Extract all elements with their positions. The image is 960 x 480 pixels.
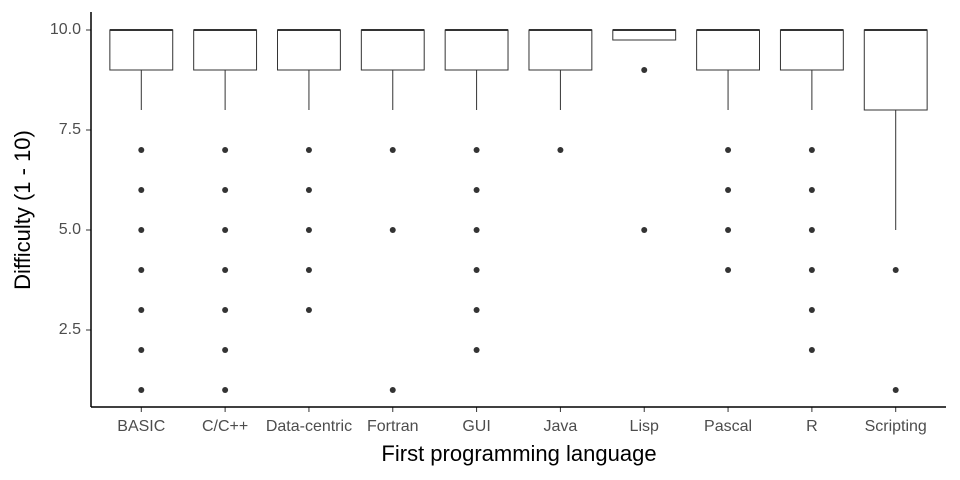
y-tick-label: 2.5 bbox=[59, 321, 81, 338]
x-tick-label: Data-centric bbox=[266, 418, 352, 435]
outlier bbox=[222, 307, 229, 313]
x-tick-label: Fortran bbox=[367, 418, 419, 435]
outlier bbox=[222, 227, 229, 233]
x-tick-label: R bbox=[806, 418, 818, 435]
outlier bbox=[222, 387, 229, 393]
x-tick-label: Java bbox=[544, 418, 578, 435]
outlier bbox=[808, 187, 815, 193]
x-tick-label: Lisp bbox=[630, 418, 659, 435]
outlier bbox=[138, 227, 145, 233]
outlier bbox=[808, 227, 815, 233]
outlier bbox=[808, 347, 815, 353]
box bbox=[528, 29, 593, 71]
box bbox=[109, 29, 174, 71]
x-tick-label: BASIC bbox=[117, 418, 165, 435]
box bbox=[444, 29, 509, 71]
box bbox=[612, 29, 677, 41]
outlier bbox=[641, 67, 648, 73]
outlier bbox=[725, 267, 732, 273]
outlier bbox=[138, 347, 145, 353]
outlier bbox=[557, 147, 564, 153]
outlier bbox=[138, 267, 145, 273]
outlier bbox=[389, 147, 396, 153]
outlier bbox=[808, 307, 815, 313]
outlier bbox=[305, 187, 312, 193]
outlier bbox=[473, 347, 480, 353]
outlier bbox=[641, 227, 648, 233]
outlier bbox=[222, 147, 229, 153]
x-tick-label: GUI bbox=[462, 418, 490, 435]
outlier bbox=[725, 227, 732, 233]
box bbox=[277, 29, 341, 71]
y-axis-title: Difficulty (1 - 10) bbox=[10, 130, 35, 290]
outlier bbox=[473, 187, 480, 193]
outlier bbox=[473, 147, 480, 153]
outlier bbox=[473, 227, 480, 233]
outlier bbox=[473, 307, 480, 313]
outlier bbox=[138, 147, 145, 153]
outlier bbox=[138, 307, 145, 313]
box bbox=[193, 29, 258, 71]
outlier bbox=[222, 347, 229, 353]
y-tick-label: 7.5 bbox=[59, 121, 81, 138]
box bbox=[696, 29, 760, 71]
y-tick-label: 5.0 bbox=[59, 221, 81, 238]
box bbox=[779, 29, 844, 71]
x-tick-label: Scripting bbox=[865, 418, 927, 435]
outlier bbox=[473, 267, 480, 273]
outlier bbox=[892, 387, 899, 393]
outlier bbox=[305, 307, 312, 313]
outlier bbox=[305, 147, 312, 153]
x-tick-label: Pascal bbox=[704, 418, 752, 435]
x-tick-label: C/C++ bbox=[202, 418, 248, 435]
outlier bbox=[222, 187, 229, 193]
y-tick-label: 10.0 bbox=[50, 21, 81, 38]
outlier bbox=[138, 387, 145, 393]
outlier bbox=[892, 267, 899, 273]
box bbox=[360, 29, 425, 71]
outlier bbox=[808, 147, 815, 153]
box bbox=[863, 29, 928, 111]
outlier bbox=[389, 387, 396, 393]
x-axis-title: First programming language bbox=[381, 441, 656, 466]
outlier bbox=[138, 187, 145, 193]
outlier bbox=[222, 267, 229, 273]
outlier bbox=[725, 147, 732, 153]
outlier bbox=[725, 187, 732, 193]
outlier bbox=[389, 227, 396, 233]
outlier bbox=[808, 267, 815, 273]
outlier bbox=[305, 227, 312, 233]
outlier bbox=[305, 267, 312, 273]
